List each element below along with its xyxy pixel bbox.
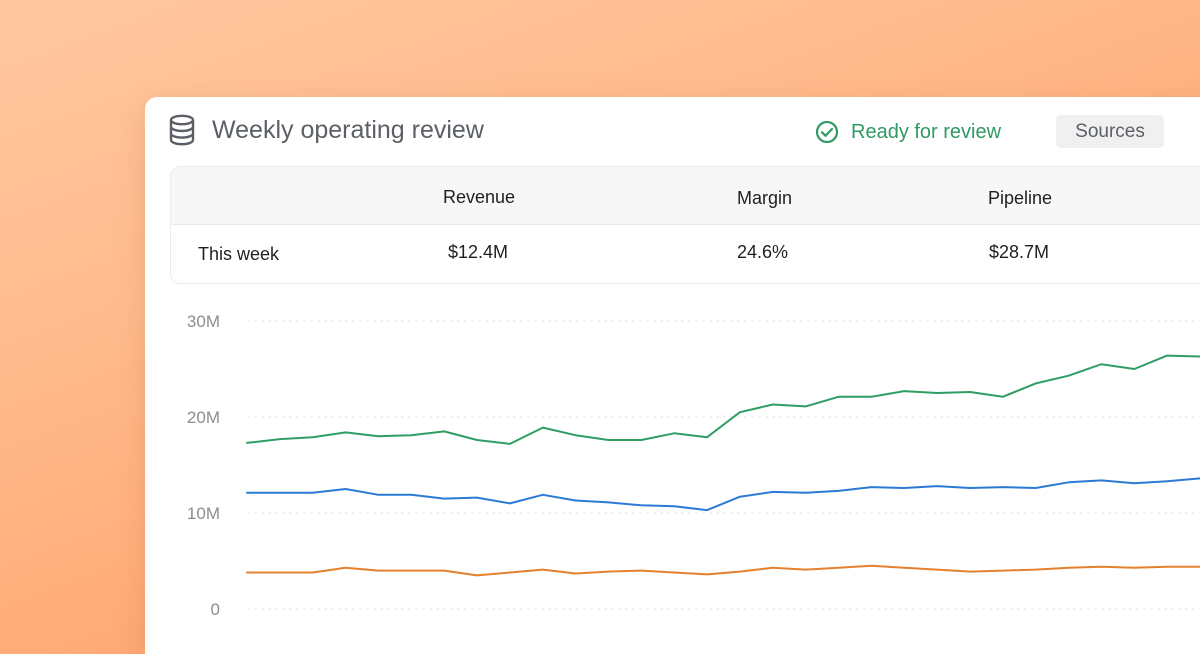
- margin-value: 24.6%: [737, 242, 789, 262]
- row-label: This week: [198, 244, 280, 264]
- status-text: Ready for review: [851, 120, 1002, 143]
- page-title: Weekly operating review: [212, 116, 484, 144]
- sources-button[interactable]: Sources: [1056, 115, 1164, 148]
- review-card: Weekly operating review Ready for review…: [145, 97, 1200, 654]
- status-badge: Ready for review: [815, 119, 1001, 145]
- series-line-orange: [246, 564, 1200, 577]
- kpi-table: Revenue Margin Pipeline This week $12.4M…: [170, 166, 1200, 284]
- y-tick-label: 30M: [187, 312, 220, 331]
- y-tick-label: 10M: [187, 504, 220, 523]
- y-tick-label: 20M: [187, 408, 220, 427]
- revenue-value: $12.4M: [448, 242, 509, 262]
- database-icon: [169, 114, 195, 146]
- trend-line-chart: 0 10M 20M 30M: [187, 312, 1200, 619]
- y-tick-label: 0: [211, 600, 220, 619]
- column-header-revenue: Revenue: [443, 187, 516, 207]
- column-header-pipeline: Pipeline: [988, 188, 1053, 208]
- table-row: This week $12.4M 24.6% $28.7M: [171, 225, 1200, 283]
- pipeline-value: $28.7M: [989, 242, 1050, 262]
- kpi-table-header: Revenue Margin Pipeline: [171, 167, 1200, 225]
- column-header-margin: Margin: [737, 188, 793, 208]
- series-line-blue: [246, 477, 1200, 512]
- card-header: Weekly operating review Ready for review…: [145, 97, 1200, 165]
- series-line-green: [246, 354, 1200, 445]
- check-circle-icon: [815, 120, 839, 144]
